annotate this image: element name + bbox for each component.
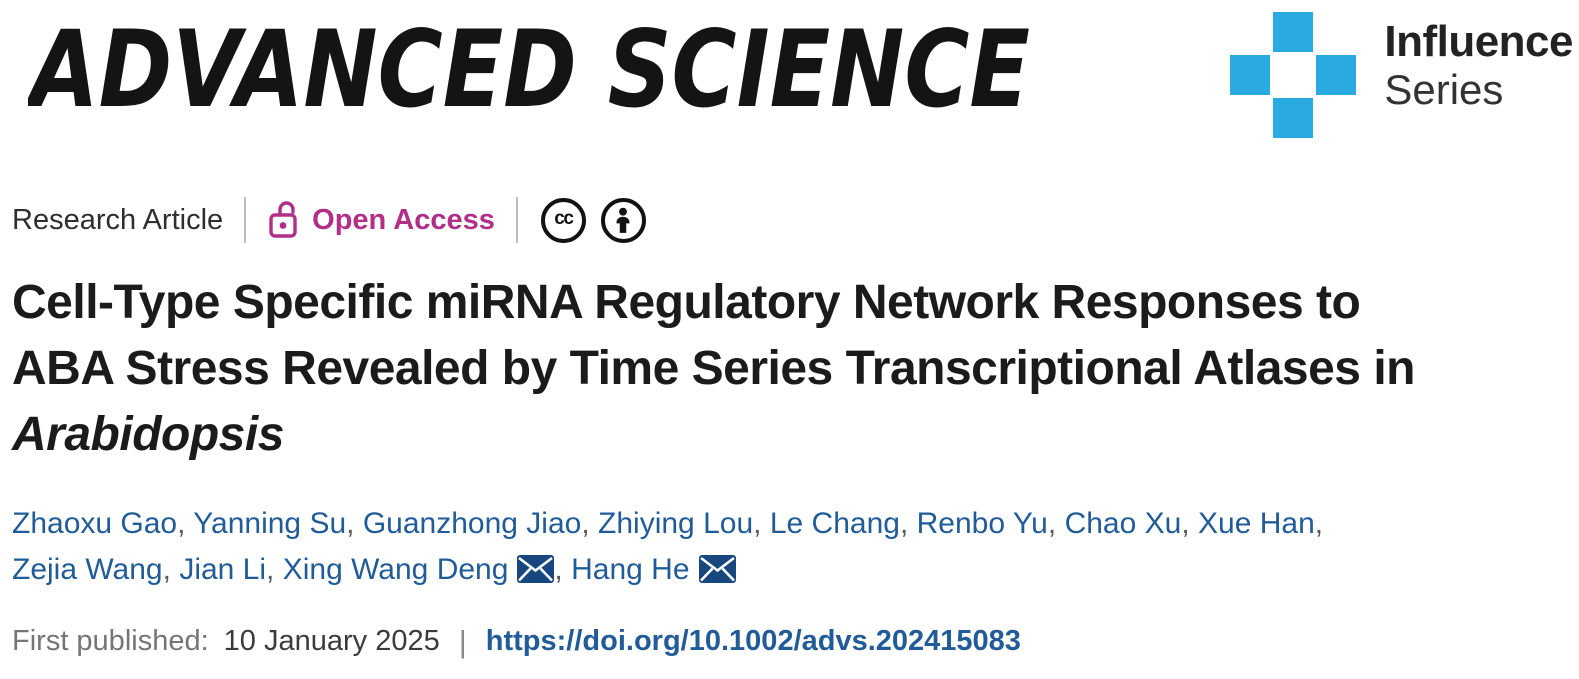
plus-square-bottom bbox=[1273, 98, 1314, 138]
meta-divider bbox=[244, 197, 247, 243]
author-list: Zhaoxu Gao, Yanning Su, Guanzhong Jiao, … bbox=[12, 501, 1452, 594]
email-icon[interactable] bbox=[698, 555, 736, 584]
author-separator: , bbox=[177, 506, 186, 540]
author-separator: , bbox=[266, 553, 275, 587]
author-link[interactable]: Zhiying Lou bbox=[598, 506, 754, 540]
author-link[interactable]: Renbo Yu bbox=[916, 506, 1048, 540]
author-separator: , bbox=[162, 553, 171, 587]
series-label: Series bbox=[1384, 66, 1504, 114]
author-separator: , bbox=[1314, 506, 1324, 540]
plus-square-left bbox=[1230, 55, 1271, 95]
author-link[interactable]: Hang He bbox=[571, 553, 690, 587]
author-separator: , bbox=[581, 506, 590, 540]
publication-info-row: First published: 10 January 2025 | https… bbox=[12, 624, 1573, 660]
author-link[interactable]: Xue Han bbox=[1198, 506, 1315, 540]
article-title: Cell-Type Specific miRNA Regulatory Netw… bbox=[12, 270, 1572, 469]
author-separator: , bbox=[753, 506, 762, 540]
advanced-science-logo: ADVANCED SCIENCE bbox=[28, 16, 1030, 126]
plus-square-right bbox=[1316, 55, 1357, 95]
publication-date: 10 January 2025 bbox=[223, 625, 440, 658]
brand-row: ADVANCED SCIENCE Influence Series bbox=[12, 10, 1573, 138]
author-link[interactable]: Zhaoxu Gao bbox=[12, 506, 178, 540]
open-lock-icon bbox=[269, 201, 297, 238]
cc-license-icon[interactable]: cc bbox=[540, 197, 586, 243]
open-access-group: Open Access bbox=[267, 200, 495, 240]
open-access-label: Open Access bbox=[312, 203, 495, 236]
email-icon[interactable] bbox=[517, 555, 555, 584]
author-separator: , bbox=[554, 553, 563, 587]
author-link[interactable]: Le Chang bbox=[769, 506, 900, 540]
title-line-3-species: Arabidopsis bbox=[12, 408, 284, 462]
author-link[interactable]: Jian Li bbox=[179, 553, 267, 587]
by-person-glyph bbox=[616, 207, 630, 233]
author-link[interactable]: Xing Wang Deng bbox=[282, 553, 509, 587]
advanced-science-logo-text: ADVANCED SCIENCE bbox=[28, 16, 1030, 126]
author-link[interactable]: Guanzhong Jiao bbox=[362, 506, 582, 540]
author-link[interactable]: Yanning Su bbox=[193, 506, 347, 540]
author-link[interactable]: Zejia Wang bbox=[12, 553, 163, 587]
plus-icon bbox=[1230, 12, 1357, 138]
by-attribution-icon[interactable] bbox=[600, 197, 646, 243]
author-separator: , bbox=[899, 506, 909, 540]
cc-license-text: cc bbox=[554, 208, 574, 229]
license-icons: cc bbox=[540, 197, 646, 243]
publication-divider: | bbox=[458, 623, 467, 659]
influence-series-text: Influence Series bbox=[1384, 17, 1573, 115]
influence-series-logo: Influence Series bbox=[1230, 10, 1573, 138]
title-line-1: Cell-Type Specific miRNA Regulatory Netw… bbox=[12, 276, 1361, 329]
author-separator: , bbox=[1181, 506, 1190, 540]
first-published-label: First published: bbox=[12, 625, 209, 658]
influence-label: Influence bbox=[1384, 17, 1573, 66]
title-line-2: ABA Stress Revealed by Time Series Trans… bbox=[12, 342, 1415, 396]
author-separator: , bbox=[1047, 506, 1057, 540]
article-meta-row: Research Article Open Access cc bbox=[12, 194, 1573, 246]
meta-divider-2 bbox=[515, 197, 518, 243]
plus-square-top bbox=[1273, 12, 1314, 52]
author-separator: , bbox=[346, 506, 355, 540]
article-type-label: Research Article bbox=[12, 203, 224, 236]
author-link[interactable]: Chao Xu bbox=[1064, 506, 1182, 540]
doi-link[interactable]: https://doi.org/10.1002/advs.202415083 bbox=[485, 625, 1021, 658]
article-header-page: ADVANCED SCIENCE Influence Series Resear… bbox=[12, 10, 1573, 660]
